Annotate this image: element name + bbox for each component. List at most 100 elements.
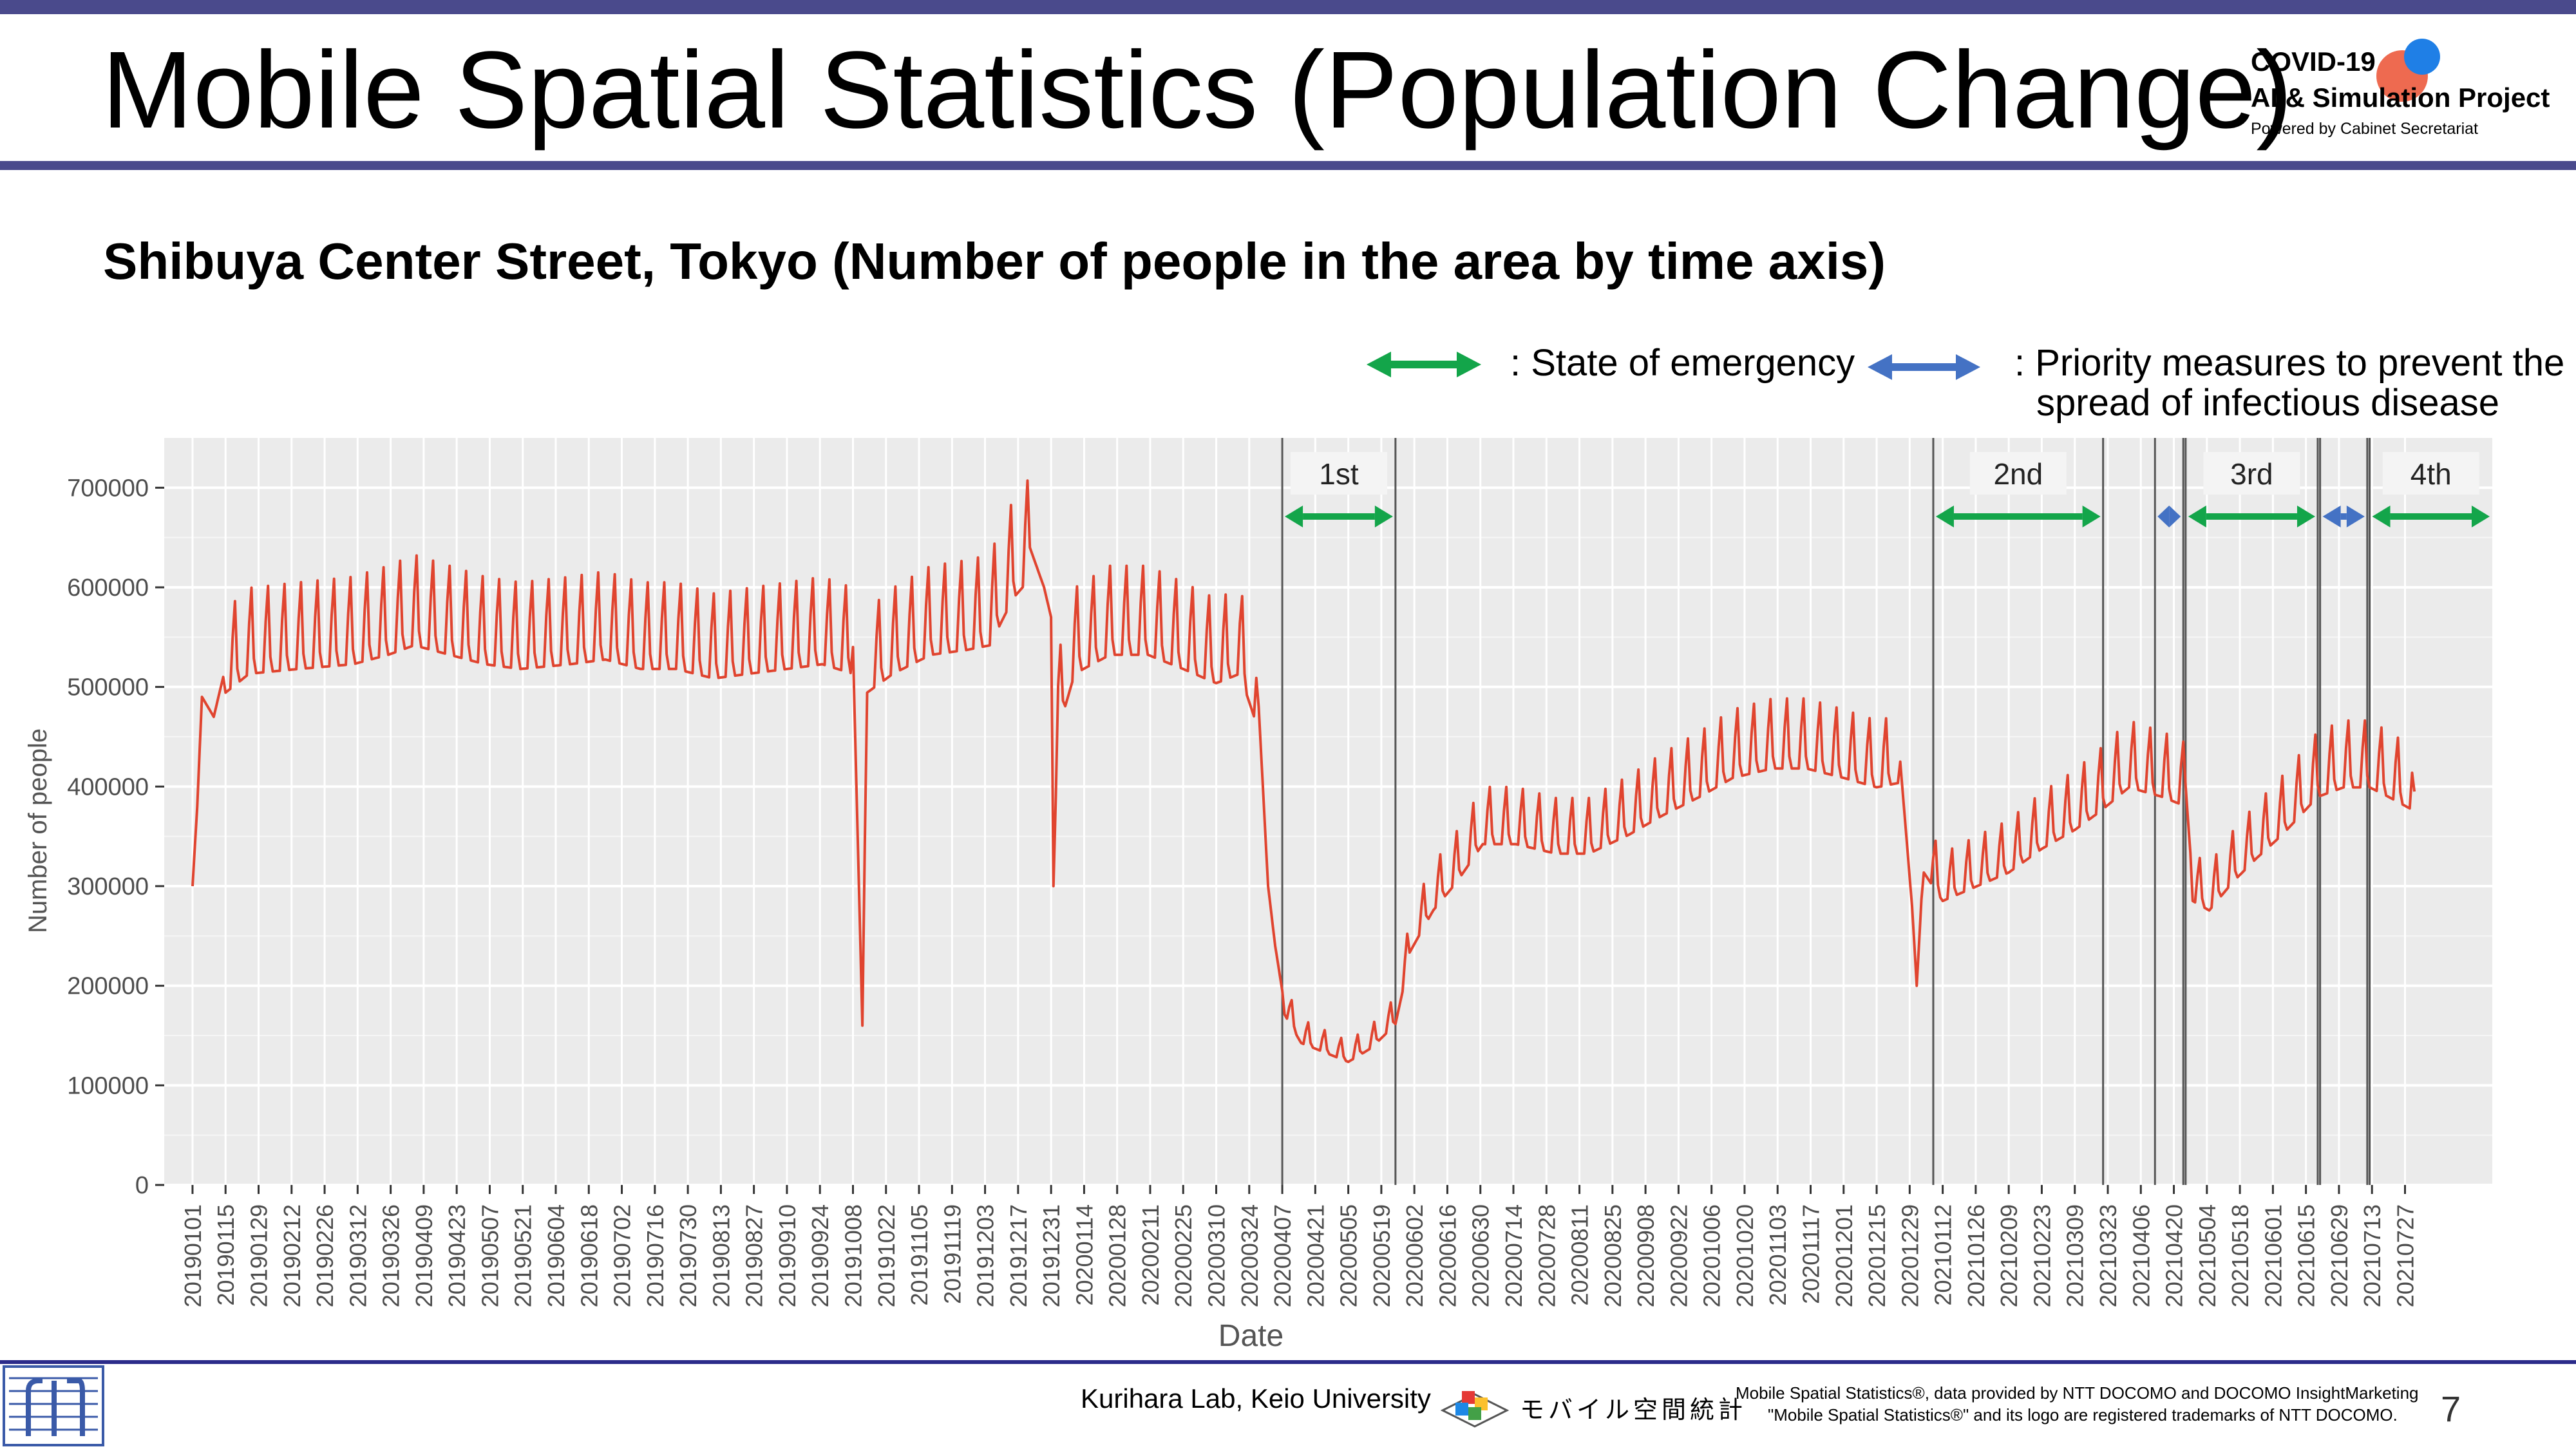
legend-arrows xyxy=(1367,352,1980,380)
period-label-box xyxy=(2382,452,2479,495)
period-label-box xyxy=(2203,452,2300,495)
y-tick-label: 600000 xyxy=(67,574,149,601)
x-tick-label: 20200825 xyxy=(1600,1204,1626,1307)
keio-lab-logo-icon xyxy=(3,1365,104,1446)
x-tick-label: 20191217 xyxy=(1005,1204,1032,1307)
x-tick-label: 20190312 xyxy=(345,1204,371,1307)
x-tick-label: 20190101 xyxy=(180,1204,206,1307)
footer-note-line-2: "Mobile Spatial Statistics®" and its log… xyxy=(1768,1405,2398,1425)
y-tick-label: 500000 xyxy=(67,674,149,701)
covid-project-logo: COVID-19 AI & Simulation Project Powered… xyxy=(2251,32,2560,148)
priority-period-arrow xyxy=(2157,506,2181,527)
x-tick-label: 20190129 xyxy=(246,1204,272,1307)
x-tick-label: 20200407 xyxy=(1269,1204,1296,1307)
emergency-period-arrow xyxy=(1935,506,2101,527)
x-tick-label: 20210615 xyxy=(2293,1204,2320,1307)
arrow-head-right xyxy=(2169,506,2181,527)
legend-priority-label-2: spread of infectious disease xyxy=(2036,382,2499,424)
x-tick-label: 20210518 xyxy=(2227,1204,2253,1307)
y-axis-title: Number of people xyxy=(24,728,52,933)
arrow-head-right xyxy=(2472,506,2490,527)
x-tick-label: 20200505 xyxy=(1336,1204,1362,1307)
x-tick-label: 20201020 xyxy=(1732,1204,1758,1307)
y-tick-label: 700000 xyxy=(67,475,149,502)
x-tick-label: 20191105 xyxy=(906,1204,933,1306)
x-tick-label: 20190702 xyxy=(609,1204,636,1307)
title-underline-bar xyxy=(0,161,2576,170)
x-tick-label: 20210126 xyxy=(1963,1204,1989,1307)
x-tick-label: 20190115 xyxy=(213,1204,239,1306)
logo-line-1: COVID-19 xyxy=(2251,46,2376,77)
x-tick-label: 20210504 xyxy=(2194,1204,2221,1307)
chart-subtitle: Shibuya Center Street, Tokyo (Number of … xyxy=(103,232,1886,290)
top-accent-bar xyxy=(0,0,2576,14)
x-tick-label: 20201215 xyxy=(1864,1204,1890,1307)
emergency-period-arrow xyxy=(2188,506,2315,527)
arrow-head-right xyxy=(2297,506,2315,527)
x-tick-label: 20190618 xyxy=(576,1204,602,1307)
x-tick-label: 20191203 xyxy=(972,1204,999,1307)
legend-emergency-arrow-icon xyxy=(1367,352,1481,377)
x-axis-title: Date xyxy=(1218,1319,1283,1353)
x-tick-label: 20200114 xyxy=(1071,1204,1097,1306)
legend-emergency-label: : State of emergency xyxy=(1510,342,1855,384)
logo-line-3: Powered by Cabinet Secretariat xyxy=(2251,120,2478,138)
x-tick-label: 20210223 xyxy=(2029,1204,2055,1307)
x-tick-label: 20190827 xyxy=(741,1204,768,1307)
docomo-logo-text: モバイル空間統計 xyxy=(1520,1397,1747,1424)
x-tick-label: 20210406 xyxy=(2128,1204,2154,1307)
x-tick-label: 20210112 xyxy=(1930,1204,1956,1306)
x-tick-label: 20200310 xyxy=(1204,1204,1230,1307)
x-tick-label: 20200519 xyxy=(1368,1204,1395,1307)
x-tick-label: 20200324 xyxy=(1236,1204,1263,1307)
period-label: 3rd xyxy=(2230,457,2273,491)
x-tick-label: 20200421 xyxy=(1302,1204,1329,1307)
x-tick-label: 20210601 xyxy=(2260,1204,2286,1307)
x-tick-label: 20210713 xyxy=(2359,1204,2385,1307)
x-tick-label: 20190226 xyxy=(312,1204,338,1307)
arrow-head-left xyxy=(1285,506,1303,527)
x-tick-label: 20201103 xyxy=(1765,1204,1791,1306)
x-tick-label: 20201117 xyxy=(1798,1204,1824,1304)
legend-priority-arrow-icon xyxy=(1868,354,1980,380)
arrow-head-left xyxy=(2157,506,2170,527)
y-tick-label: 400000 xyxy=(67,773,149,800)
x-tick-label: 20200602 xyxy=(1401,1204,1428,1307)
x-tick-label: 20200811 xyxy=(1567,1204,1593,1306)
x-tick-label: 20191008 xyxy=(840,1204,866,1307)
x-tick-label: 20201201 xyxy=(1831,1204,1857,1307)
footer-note-line-1: Mobile Spatial Statistics®, data provide… xyxy=(1736,1383,2419,1403)
priority-period-arrow xyxy=(2322,506,2365,527)
y-tick-label: 100000 xyxy=(67,1072,149,1099)
x-tick-label: 20191022 xyxy=(873,1204,900,1307)
population-series-line xyxy=(191,479,2416,1063)
period-label: 4th xyxy=(2410,457,2452,491)
y-tick-label: 200000 xyxy=(67,973,149,1000)
emergency-period-arrow xyxy=(1285,506,1393,527)
x-tick-label: 20200616 xyxy=(1434,1204,1461,1307)
period-label: 2nd xyxy=(1993,457,2043,491)
x-tick-label: 20210629 xyxy=(2326,1204,2353,1307)
period-label: 1st xyxy=(1319,457,1359,491)
docomo-cube-icon xyxy=(1440,1391,1510,1428)
x-tick-label: 20201006 xyxy=(1699,1204,1725,1307)
x-tick-label: 20190604 xyxy=(543,1204,569,1307)
arrow-head-left xyxy=(1935,506,1954,527)
emergency-period-arrow xyxy=(2372,506,2490,527)
x-tick-label: 20190813 xyxy=(708,1204,734,1307)
x-tick-label: 20201229 xyxy=(1897,1204,1923,1307)
x-tick-label: 20190326 xyxy=(378,1204,404,1307)
x-tick-label: 20190716 xyxy=(642,1204,668,1307)
page-title: Mobile Spatial Statistics (Population Ch… xyxy=(102,29,2293,151)
x-tick-label: 20190730 xyxy=(675,1204,701,1307)
x-tick-label: 20190409 xyxy=(411,1204,437,1307)
x-tick-label: 20200211 xyxy=(1137,1204,1164,1306)
plot-background xyxy=(164,438,2492,1185)
arrow-head-left xyxy=(2372,506,2391,527)
period-label-box xyxy=(1969,452,2067,495)
page-number: 7 xyxy=(2441,1388,2461,1429)
x-tick-label: 20191119 xyxy=(939,1204,965,1304)
x-tick-label: 20191231 xyxy=(1038,1204,1065,1307)
arrow-head-left xyxy=(2322,506,2341,527)
x-tick-label: 20200908 xyxy=(1633,1204,1659,1307)
